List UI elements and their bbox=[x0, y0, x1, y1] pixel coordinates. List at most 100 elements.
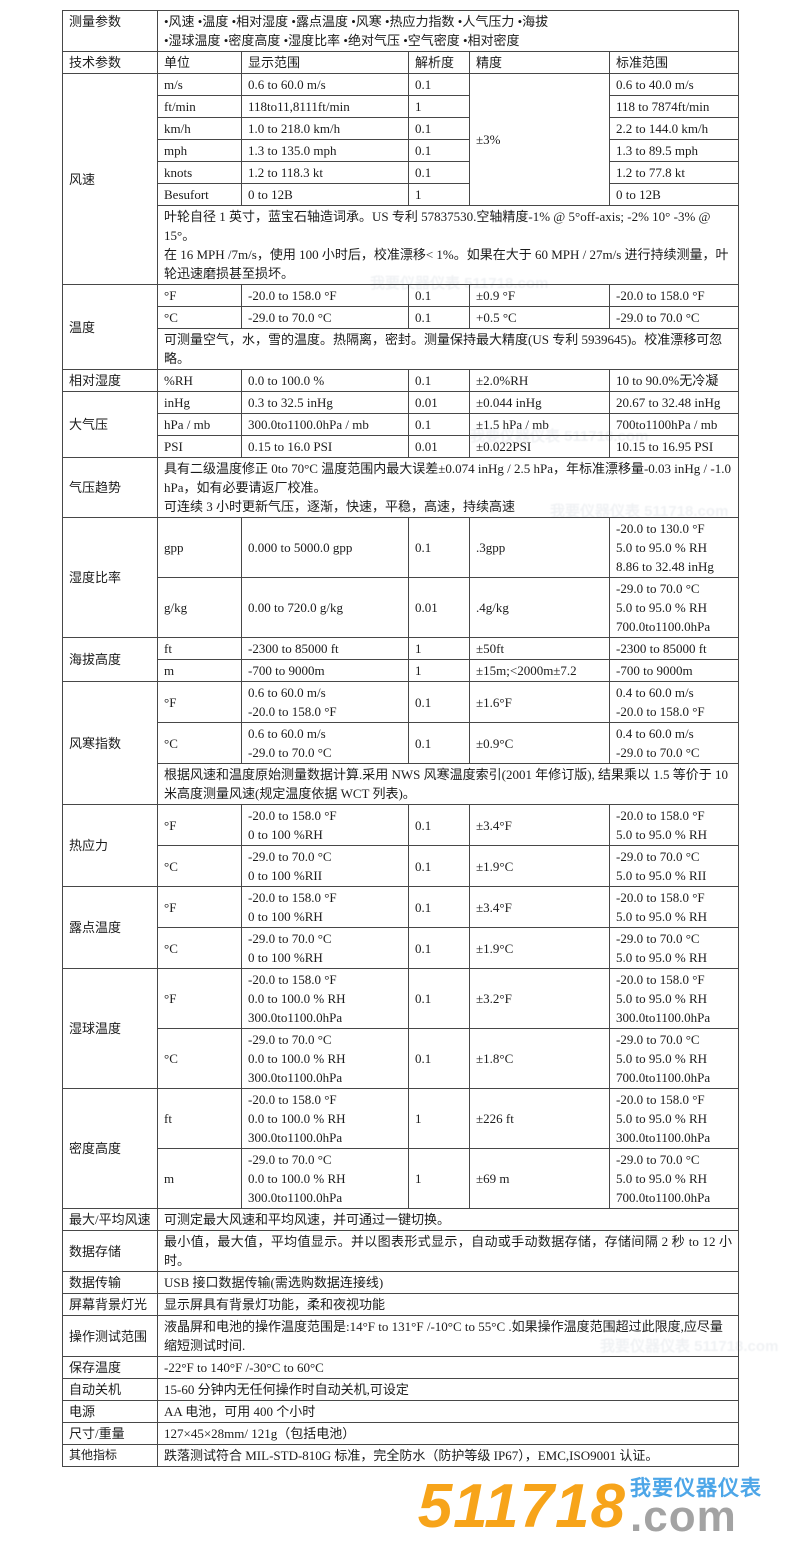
resolution-cell: 0.1 bbox=[408, 369, 470, 392]
accuracy-cell: ±1.5 hPa / mb bbox=[469, 413, 610, 436]
unit-cell: mph bbox=[157, 139, 242, 162]
accuracy-cell: ±15m;<2000m±7.2 bbox=[469, 659, 610, 682]
unit-cell: %RH bbox=[157, 369, 242, 392]
standard-cell: 1.3 to 89.5 mph bbox=[608, 139, 740, 162]
row-value: AA 电池，可用 400 个小时 bbox=[156, 1400, 740, 1423]
standard-cell: -20.0 to 158.0 °F bbox=[608, 284, 740, 307]
unit-cell: °C bbox=[157, 722, 242, 764]
wind-speed-accuracy: ±3% bbox=[469, 73, 610, 206]
temperature-note: 可测量空气，水，雪的温度。热隔离，密封。测量保持最大精度(US 专利 59396… bbox=[156, 328, 740, 370]
resolution-cell: 1 bbox=[408, 637, 470, 660]
standard-cell: -29.0 to 70.0 °C bbox=[608, 306, 740, 329]
resolution-cell: 1 bbox=[408, 95, 470, 118]
resolution-cell: 0.01 bbox=[408, 391, 470, 414]
row-storage-temp: 保存温度 -22°F to 140°F /-30°C to 60°C bbox=[62, 1356, 740, 1379]
resolution-cell: 1 bbox=[408, 183, 470, 206]
header-tech: 技术参数 bbox=[62, 51, 158, 74]
row-label: 其他指标 bbox=[62, 1444, 158, 1467]
accuracy-cell: .3gpp bbox=[469, 517, 610, 578]
row-label: 保存温度 bbox=[62, 1356, 158, 1379]
unit-cell: gpp bbox=[157, 517, 242, 578]
standard-cell: -29.0 to 70.0 °C 5.0 to 95.0 % RH 700.0t… bbox=[608, 1148, 740, 1209]
unit-cell: °C bbox=[157, 1028, 242, 1089]
wet-bulb-label: 湿球温度 bbox=[62, 968, 158, 1089]
accuracy-cell: ±0.022PSI bbox=[469, 435, 610, 458]
row-humidity: 相对湿度 %RH 0.0 to 100.0 % 0.1 ±2.0%RH 10 t… bbox=[62, 369, 740, 392]
display-cell: 1.2 to 118.3 kt bbox=[241, 161, 409, 184]
row-size-weight: 尺寸/重量 127×45×28mm/ 121g（包括电池） bbox=[62, 1422, 740, 1445]
row-value: 液晶屏和电池的操作温度范围是:14°F to 131°F /-10°C to 5… bbox=[156, 1315, 740, 1357]
accuracy-cell: ±3.4°F bbox=[469, 886, 610, 928]
density-altitude-label: 密度高度 bbox=[62, 1088, 158, 1209]
display-cell: 0.0 to 100.0 % bbox=[241, 369, 409, 392]
pressure-label: 大气压 bbox=[62, 391, 158, 458]
row-value: 127×45×28mm/ 121g（包括电池） bbox=[156, 1422, 740, 1445]
accuracy-cell: ±69 m bbox=[469, 1148, 610, 1209]
row-dew-point-f: 露点温度 °F -20.0 to 158.0 °F 0 to 100 %RH 0… bbox=[62, 886, 740, 969]
resolution-cell: 0.1 bbox=[408, 306, 470, 329]
standard-cell: 20.67 to 32.48 inHg bbox=[608, 391, 740, 414]
row-label: 最大/平均风速 bbox=[62, 1208, 158, 1231]
row-label: 屏幕背景灯光 bbox=[62, 1293, 158, 1316]
unit-cell: km/h bbox=[157, 117, 242, 140]
row-operating-range: 操作测试范围 液晶屏和电池的操作温度范围是:14°F to 131°F /-10… bbox=[62, 1315, 740, 1357]
row-wind-speed-beaufort: Besufort 0 to 12B 1 0 to 12B bbox=[63, 183, 740, 206]
row-wind-chill-note: 根据风速和温度原始测量数据计算.采用 NWS 风寒温度索引(2001 年修订版)… bbox=[63, 763, 740, 805]
temperature-label: 温度 bbox=[62, 284, 158, 370]
standard-cell: -29.0 to 70.0 °C 5.0 to 95.0 % RH 700.0t… bbox=[608, 1028, 740, 1089]
accuracy-cell: ±50ft bbox=[469, 637, 610, 660]
unit-cell: m bbox=[157, 1148, 242, 1209]
row-max-avg-wind: 最大/平均风速 可测定最大风速和平均风速，并可通过一键切换。 bbox=[62, 1208, 740, 1231]
row-value: 可测定最大风速和平均风速，并可通过一键切换。 bbox=[156, 1208, 740, 1231]
dew-point-label: 露点温度 bbox=[62, 886, 158, 969]
resolution-cell: 0.1 bbox=[408, 73, 470, 96]
header-resolution: 解析度 bbox=[408, 51, 470, 74]
accuracy-cell: ±1.9°C bbox=[469, 845, 610, 887]
resolution-cell: 0.01 bbox=[408, 435, 470, 458]
row-heat-stress-c: °C -29.0 to 70.0 °C 0 to 100 %RII 0.1 ±1… bbox=[63, 845, 740, 887]
row-other-specs: 其他指标 跌落测试符合 MIL-STD-810G 标准，完全防水（防护等级 IP… bbox=[62, 1444, 740, 1467]
site-logo: 511718 我要仪器仪表 .com bbox=[418, 1476, 762, 1539]
spec-table: 测量参数 •风速 •温度 •相对湿度 •露点温度 •风寒 •热应力指数 •人气压… bbox=[62, 10, 740, 1467]
accuracy-cell: ±226 ft bbox=[469, 1088, 610, 1149]
pressure-trend-note: 具有二级温度修正 0to 70°C 温度范围内最大误差±0.074 inHg /… bbox=[156, 457, 740, 518]
row-pressure-trend: 气压趋势 具有二级温度修正 0to 70°C 温度范围内最大误差±0.074 i… bbox=[62, 457, 740, 518]
standard-cell: -20.0 to 158.0 °F 5.0 to 95.0 % RH 300.0… bbox=[608, 968, 740, 1029]
resolution-cell: 0.1 bbox=[408, 117, 470, 140]
standard-cell: -29.0 to 70.0 °C 5.0 to 95.0 % RII bbox=[608, 845, 740, 887]
row-humidity-ratio-gkg: g/kg 0.00 to 720.0 g/kg 0.01 .4g/kg -29.… bbox=[63, 577, 740, 638]
display-cell: -20.0 to 158.0 °F 0 to 100 %RH bbox=[241, 886, 409, 928]
humidity-ratio-label: 湿度比率 bbox=[62, 517, 158, 638]
standard-cell: 10.15 to 16.95 PSI bbox=[608, 435, 740, 458]
standard-cell: -29.0 to 70.0 °C 5.0 to 95.0 % RH bbox=[608, 927, 740, 969]
resolution-cell: 0.1 bbox=[408, 927, 470, 969]
standard-cell: 2.2 to 144.0 km/h bbox=[608, 117, 740, 140]
header-standard-range: 标准范围 bbox=[608, 51, 740, 74]
resolution-cell: 0.1 bbox=[408, 413, 470, 436]
row-wet-bulb-c: °C -29.0 to 70.0 °C 0.0 to 100.0 % RH 30… bbox=[63, 1028, 740, 1089]
display-cell: 0 to 12B bbox=[241, 183, 409, 206]
standard-cell: -2300 to 85000 ft bbox=[608, 637, 740, 660]
unit-cell: °F bbox=[157, 681, 242, 723]
accuracy-cell: ±3.4°F bbox=[469, 804, 610, 846]
row-temperature-f: 温度 °F -20.0 to 158.0 °F 0.1 ±0.9 °F -20.… bbox=[62, 284, 740, 370]
display-cell: -29.0 to 70.0 °C 0.0 to 100.0 % RH 300.0… bbox=[241, 1148, 409, 1209]
resolution-cell: 0.1 bbox=[408, 139, 470, 162]
row-data-storage: 数据存储 最小值，最大值，平均值显示。并以图表形式显示，自动或手动数据存储，存储… bbox=[62, 1230, 740, 1272]
site-logo-slogan: 我要仪器仪表 bbox=[630, 1477, 762, 1500]
row-column-header: 技术参数 单位 显示范围 解析度 精度 标准范围 bbox=[62, 51, 740, 74]
unit-cell: inHg bbox=[157, 391, 242, 414]
row-label: 数据存储 bbox=[62, 1230, 158, 1272]
accuracy-cell: ±0.9 °F bbox=[469, 284, 610, 307]
row-wind-speed-ftmin: ft/min 118to11,8111ft/min 1 118 to 7874f… bbox=[63, 95, 740, 118]
unit-cell: ft/min bbox=[157, 95, 242, 118]
resolution-cell: 0.1 bbox=[408, 161, 470, 184]
unit-cell: ft bbox=[157, 637, 242, 660]
row-density-altitude-ft: 密度高度 ft -20.0 to 158.0 °F 0.0 to 100.0 %… bbox=[62, 1088, 740, 1209]
row-label: 操作测试范围 bbox=[62, 1315, 158, 1357]
unit-cell: knots bbox=[157, 161, 242, 184]
row-altitude-m: m -700 to 9000m 1 ±15m;<2000m±7.2 -700 t… bbox=[63, 659, 740, 682]
resolution-cell: 1 bbox=[408, 1088, 470, 1149]
row-altitude-ft: 海拔高度 ft -2300 to 85000 ft 1 ±50ft -2300 … bbox=[62, 637, 740, 682]
resolution-cell: 0.1 bbox=[408, 517, 470, 578]
